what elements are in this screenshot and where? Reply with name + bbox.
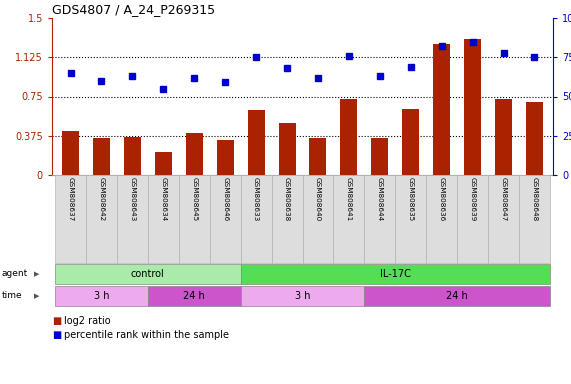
Text: 3 h: 3 h: [94, 291, 109, 301]
Text: ■: ■: [52, 330, 61, 340]
Text: GSM808643: GSM808643: [130, 177, 135, 221]
Text: ■: ■: [52, 316, 61, 326]
Text: time: time: [2, 291, 23, 301]
Text: GSM808637: GSM808637: [67, 177, 74, 221]
Text: GDS4807 / A_24_P269315: GDS4807 / A_24_P269315: [52, 3, 215, 16]
Bar: [371, 138, 388, 175]
Bar: [186, 133, 203, 175]
Text: GSM808634: GSM808634: [160, 177, 166, 221]
Text: GSM808640: GSM808640: [315, 177, 321, 221]
Text: GSM808641: GSM808641: [346, 177, 352, 221]
Bar: [155, 152, 172, 175]
Text: percentile rank within the sample: percentile rank within the sample: [64, 330, 229, 340]
Text: IL-17C: IL-17C: [380, 269, 411, 279]
Text: GSM808645: GSM808645: [191, 177, 197, 221]
Bar: [216, 141, 234, 175]
Text: GSM808642: GSM808642: [98, 177, 104, 221]
Bar: [433, 44, 450, 175]
Text: GSM808633: GSM808633: [253, 177, 259, 221]
Bar: [248, 110, 264, 175]
Text: GSM808638: GSM808638: [284, 177, 290, 221]
Text: GSM808636: GSM808636: [439, 177, 445, 221]
Bar: [62, 131, 79, 175]
Text: GSM808644: GSM808644: [377, 177, 383, 221]
Text: log2 ratio: log2 ratio: [64, 316, 111, 326]
Text: control: control: [131, 269, 165, 279]
Bar: [124, 137, 141, 175]
Bar: [402, 109, 419, 175]
Text: GSM808648: GSM808648: [532, 177, 537, 221]
Bar: [464, 39, 481, 175]
Bar: [526, 102, 543, 175]
Text: ▶: ▶: [34, 293, 39, 299]
Bar: [93, 138, 110, 175]
Text: 24 h: 24 h: [183, 291, 205, 301]
Text: ▶: ▶: [34, 271, 39, 277]
Bar: [309, 138, 327, 175]
Text: agent: agent: [2, 270, 28, 278]
Text: GSM808639: GSM808639: [469, 177, 476, 221]
Text: GSM808647: GSM808647: [501, 177, 506, 221]
Text: GSM808646: GSM808646: [222, 177, 228, 221]
Text: 3 h: 3 h: [295, 291, 310, 301]
Bar: [495, 99, 512, 175]
Text: 24 h: 24 h: [447, 291, 468, 301]
Text: GSM808635: GSM808635: [408, 177, 414, 221]
Bar: [279, 122, 296, 175]
Bar: [340, 99, 357, 175]
